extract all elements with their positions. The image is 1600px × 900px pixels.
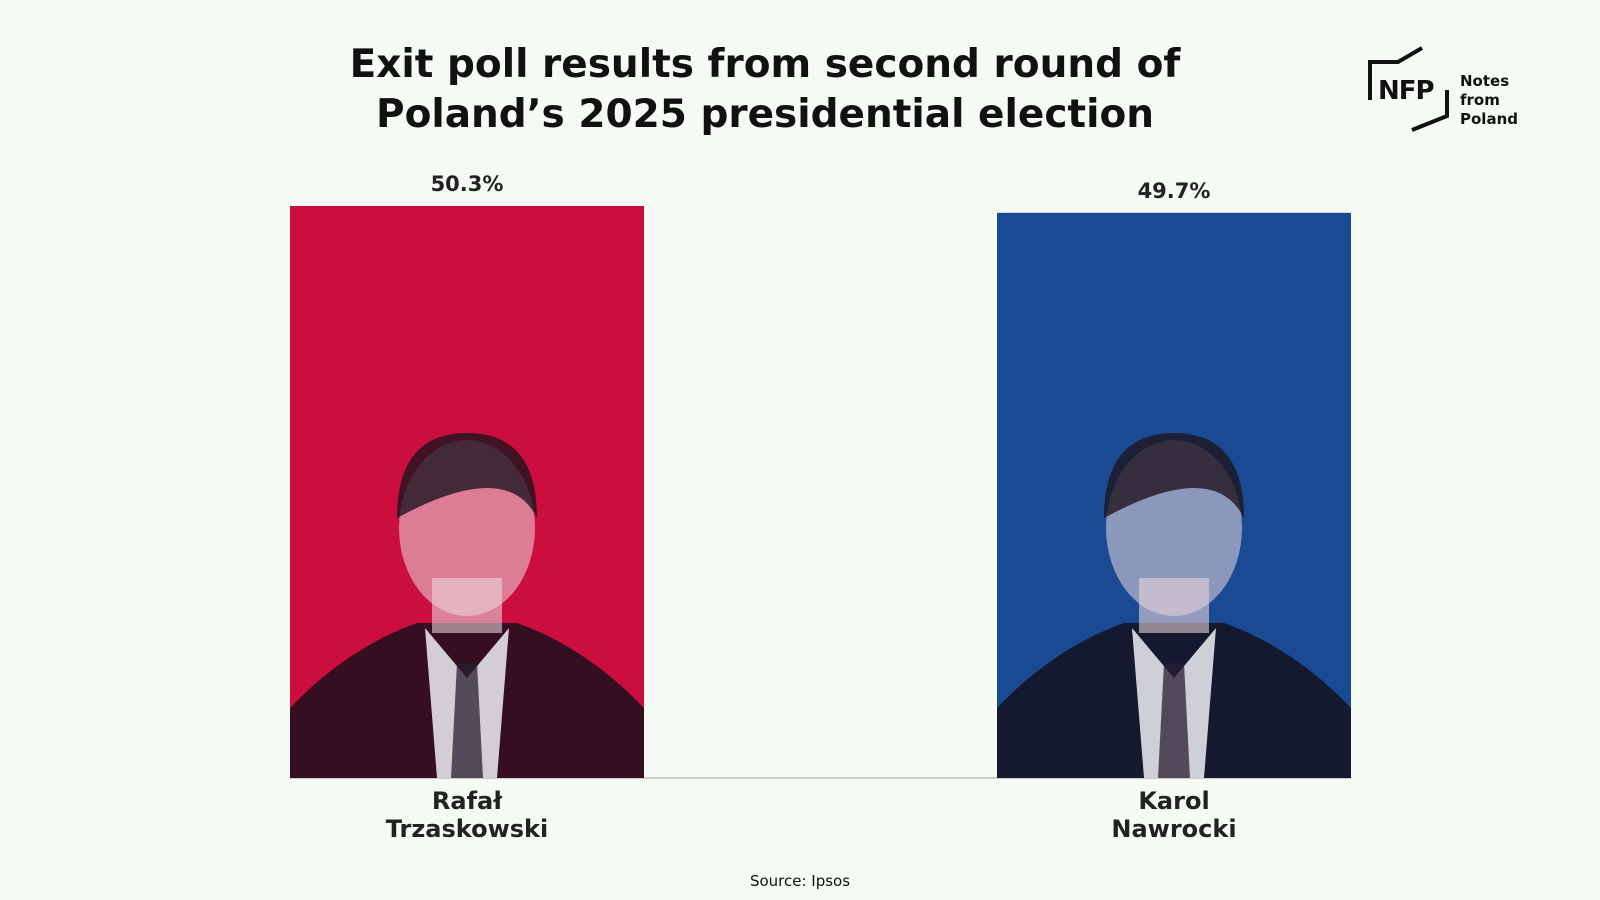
value-label: 50.3% <box>430 172 504 196</box>
source: Source: Ipsos <box>749 872 851 890</box>
portrait-tie <box>1158 663 1190 778</box>
portrait-hair <box>1104 433 1244 518</box>
logo-mark: NFP <box>1378 76 1435 106</box>
x-tick-label: Karol Nawrocki <box>1111 787 1237 843</box>
logo-name: Notes from Poland <box>1460 72 1518 128</box>
portrait-hair <box>397 433 537 518</box>
logo-bracket <box>1368 46 1449 132</box>
x-tick-label: Rafał Trzaskowski <box>385 787 549 843</box>
chart-title: Exit poll results from second round of P… <box>349 42 1181 137</box>
value-label: 49.7% <box>1137 178 1211 203</box>
portrait-tie <box>451 663 483 778</box>
